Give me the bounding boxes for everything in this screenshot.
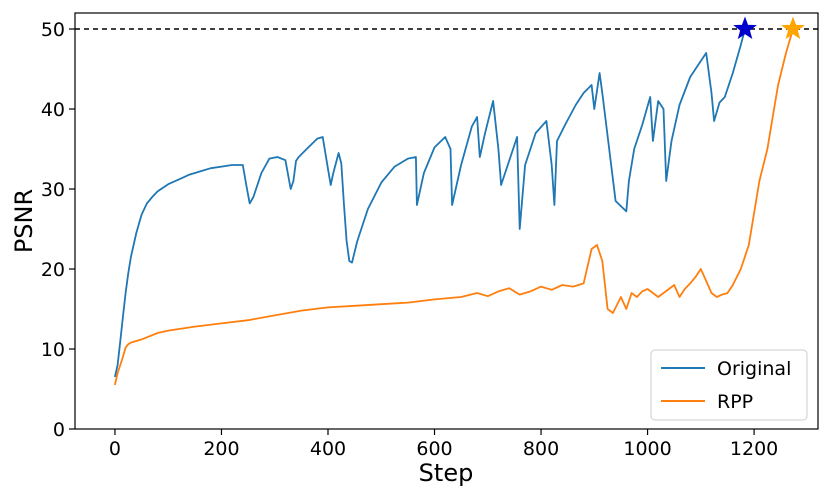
series-line-original — [114, 28, 746, 378]
x-tick-label: 200 — [203, 438, 239, 460]
x-tick-label: 1200 — [730, 438, 778, 460]
y-tick-label: 0 — [53, 419, 65, 441]
x-tick-label: 600 — [416, 438, 452, 460]
plot-area — [75, 16, 818, 386]
legend-label-rpp: RPP — [717, 391, 753, 413]
y-axis-title: PSNR — [10, 189, 38, 253]
y-tick-label: 10 — [41, 339, 65, 361]
legend: Original RPP — [650, 349, 808, 421]
y-axis-ticks: 0 10 20 30 40 50 — [41, 19, 75, 441]
x-axis-ticks: 0 200 400 600 800 1000 1200 — [109, 429, 778, 460]
plot-frame — [74, 12, 819, 430]
x-axis-title: Step — [419, 459, 474, 487]
x-tick-label: 800 — [523, 438, 559, 460]
y-tick-label: 30 — [41, 179, 65, 201]
x-tick-label: 1000 — [623, 438, 671, 460]
series-line-rpp — [114, 28, 794, 386]
star-marker-original — [733, 16, 757, 40]
legend-label-original: Original — [717, 358, 791, 380]
star-marker-rpp — [781, 16, 805, 40]
x-tick-label: 400 — [310, 438, 346, 460]
x-tick-label: 0 — [109, 438, 121, 460]
y-tick-label: 20 — [41, 259, 65, 281]
y-tick-label: 40 — [41, 99, 65, 121]
y-tick-label: 50 — [41, 19, 65, 41]
